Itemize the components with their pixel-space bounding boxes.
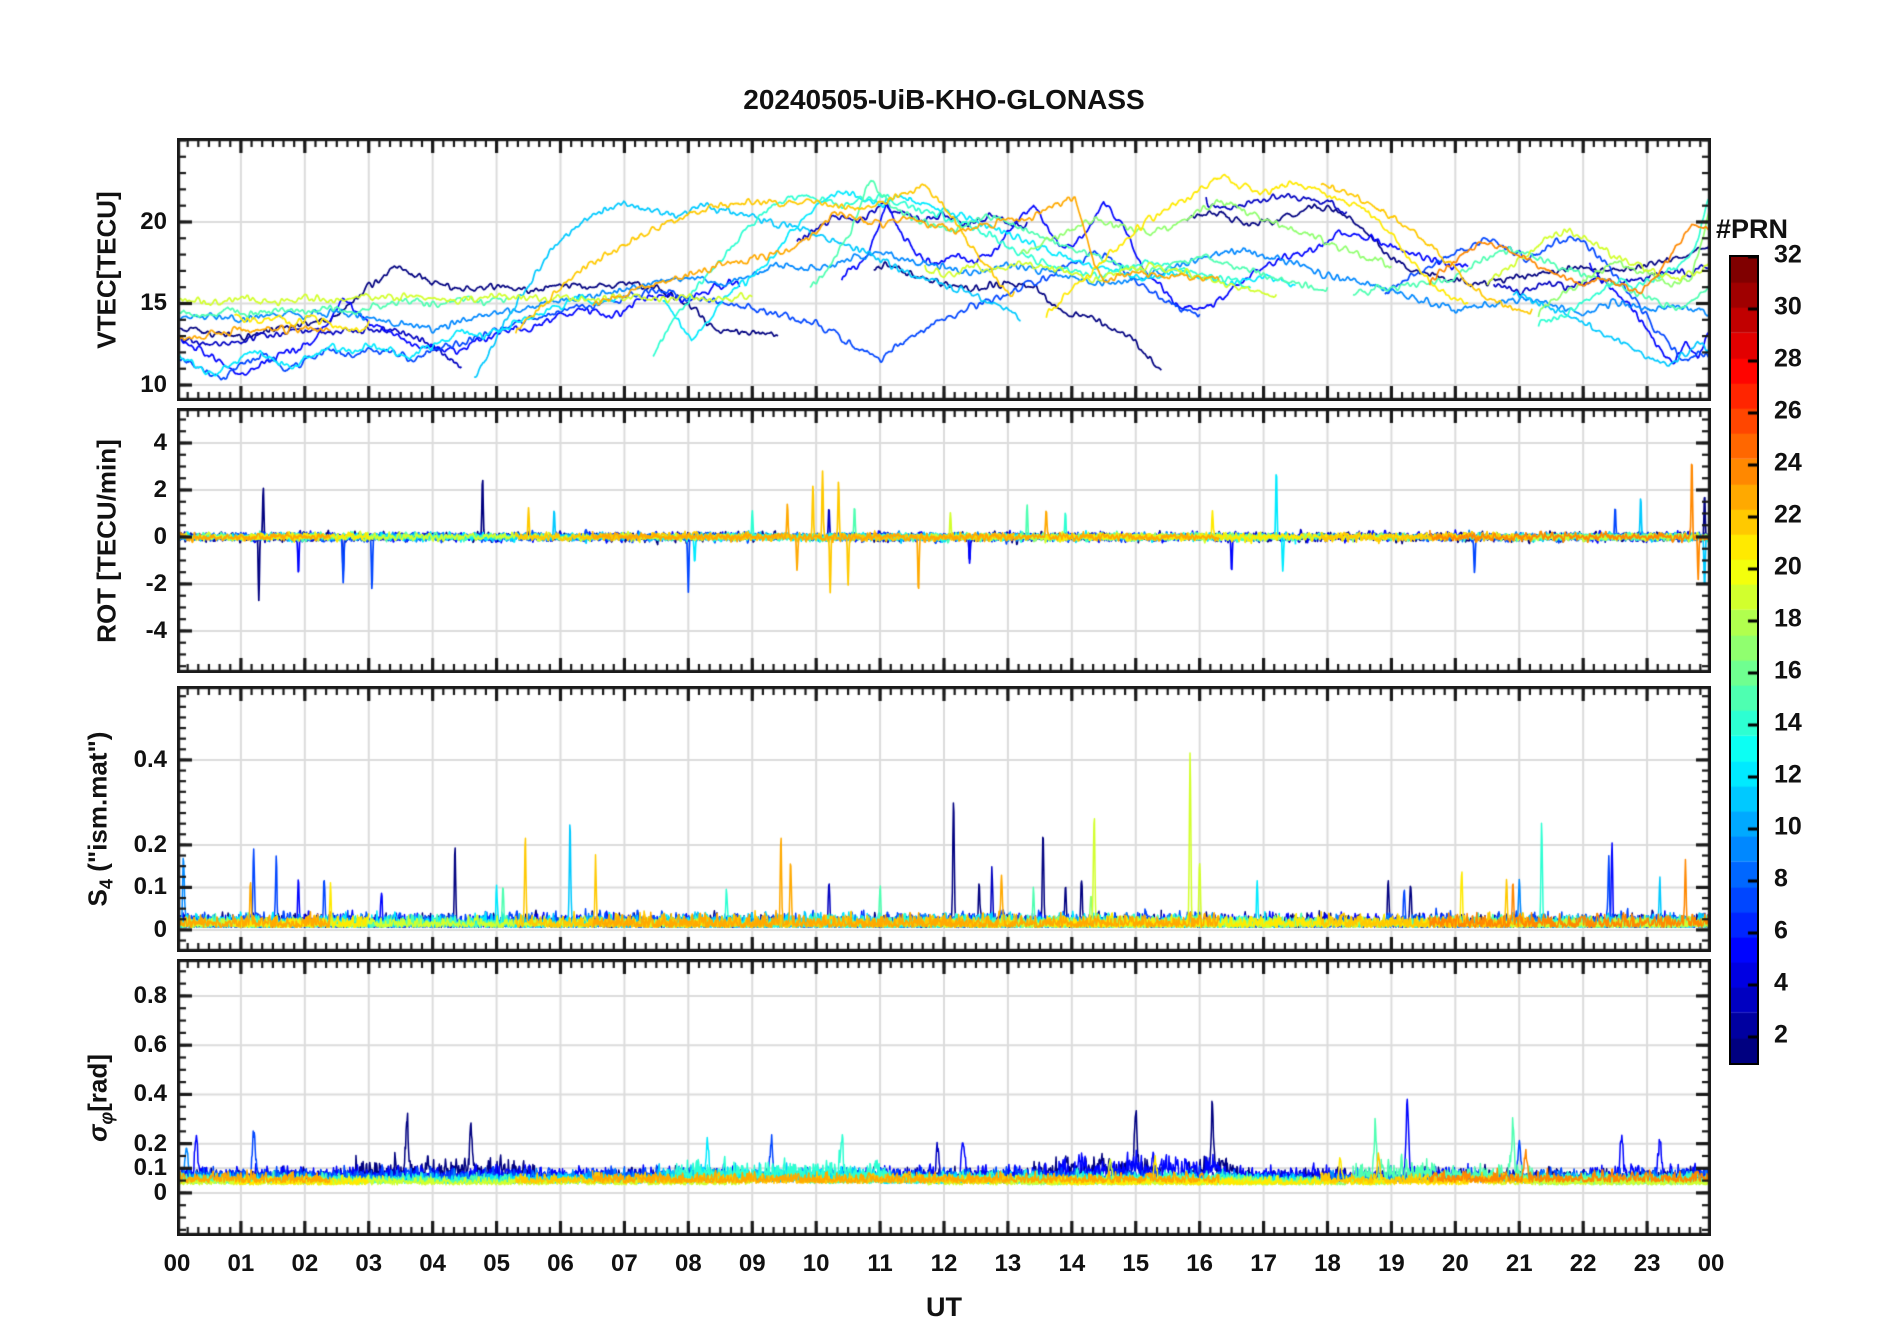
y-tick-label-vtec: 15	[140, 289, 167, 317]
x-tick-label: 04	[419, 1250, 446, 1277]
x-tick-label: 07	[611, 1250, 638, 1277]
y-tick-label-sigma: 0.6	[133, 1031, 167, 1059]
y-tick-label-s4: 0.2	[133, 830, 167, 858]
panel-vtec	[177, 138, 1711, 401]
x-tick-label: 11	[867, 1250, 893, 1277]
y-tick-label-vtec: 10	[140, 371, 167, 399]
y-tick-label-rot: -4	[145, 616, 167, 644]
colorbar-tick-label: 26	[1774, 396, 1802, 425]
y-tick-label-sigma: 0.1	[133, 1154, 167, 1182]
panel-s4	[177, 686, 1711, 952]
x-tick-label: 03	[355, 1250, 383, 1277]
y-tick-label-rot: -2	[145, 569, 167, 597]
y-tick-label-rot: 4	[153, 429, 167, 456]
y-tick-label-rot: 0	[153, 522, 167, 550]
x-tick-label: 08	[674, 1250, 702, 1277]
colorbar-title: #PRN	[1716, 214, 1789, 244]
x-tick-label: 21	[1505, 1250, 1533, 1277]
x-tick-label: 16	[1186, 1250, 1213, 1277]
x-tick-label: 23	[1633, 1250, 1661, 1277]
y-tick-label-sigma: 0.2	[133, 1129, 167, 1157]
x-tick-label: 01	[227, 1250, 255, 1277]
colorbar-tick-label: 10	[1774, 812, 1802, 841]
x-tick-label: 14	[1058, 1250, 1086, 1277]
y-tick-label-sigma: 0.4	[133, 1080, 167, 1108]
plot-canvas-rot	[177, 408, 1711, 673]
y-tick-label-sigma: 0	[153, 1178, 167, 1206]
y-tick-label-s4: 0	[153, 915, 167, 943]
colorbar-tick-label: 14	[1774, 708, 1802, 737]
colorbar-tick-label: 28	[1774, 344, 1802, 373]
colorbar-tick-label: 2	[1774, 1020, 1788, 1049]
x-tick-label: 05	[483, 1250, 510, 1277]
y-tick-label-sigma: 0.8	[133, 981, 167, 1009]
colorbar-tick-label: 18	[1774, 604, 1802, 633]
plot-canvas-sigma	[177, 959, 1711, 1236]
y-tick-label-s4: 0.1	[133, 873, 167, 901]
chart-title: 20240505-UiB-KHO-GLONASS	[743, 84, 1145, 115]
x-tick-label: 20	[1441, 1250, 1469, 1277]
plot-canvas-vtec	[177, 138, 1711, 401]
x-tick-label: 09	[738, 1250, 766, 1277]
x-tick-label: 15	[1122, 1250, 1150, 1277]
x-tick-label: 18	[1314, 1250, 1341, 1277]
x-axis-label: UT	[926, 1292, 962, 1322]
colorbar-tick-label: 30	[1774, 292, 1802, 321]
colorbar-tick-label: 8	[1774, 864, 1788, 893]
x-tick-label: 00	[163, 1250, 191, 1277]
x-tick-label: 22	[1569, 1250, 1597, 1277]
colorbar	[1729, 255, 1759, 1065]
y-tick-label-rot: 2	[153, 475, 167, 503]
panel-rot	[177, 408, 1711, 673]
x-tick-label: 19	[1378, 1250, 1405, 1277]
y-tick-label-s4: 0.4	[133, 745, 167, 773]
x-tick-label: 00	[1697, 1250, 1725, 1277]
plot-canvas-s4	[177, 686, 1711, 952]
y-tick-label-vtec: 20	[140, 207, 167, 235]
x-tick-label: 12	[930, 1250, 958, 1277]
colorbar-tick-label: 22	[1774, 500, 1802, 529]
x-tick-label: 13	[994, 1250, 1022, 1277]
colorbar-gradient	[1731, 257, 1757, 1063]
colorbar-tick-label: 6	[1774, 916, 1788, 945]
colorbar-tick-label: 4	[1774, 968, 1788, 997]
colorbar-tick-label: 32	[1774, 240, 1802, 269]
x-tick-label: 02	[291, 1250, 319, 1277]
panel-sigma	[177, 959, 1711, 1236]
colorbar-tick-label: 20	[1774, 552, 1802, 581]
colorbar-tick-label: 16	[1774, 656, 1802, 685]
colorbar-tick-label: 12	[1774, 760, 1802, 789]
colorbar-tick-label: 24	[1774, 448, 1802, 477]
x-tick-label: 06	[547, 1250, 574, 1277]
x-tick-label: 10	[802, 1250, 830, 1277]
x-tick-label: 17	[1250, 1250, 1277, 1277]
